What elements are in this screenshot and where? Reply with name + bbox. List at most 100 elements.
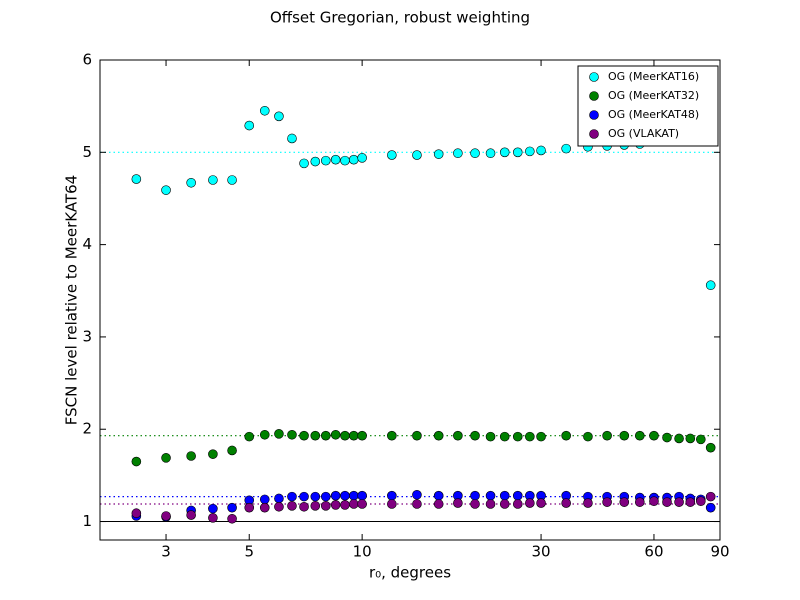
point [259, 429, 270, 440]
point [244, 431, 255, 442]
point [387, 150, 397, 160]
point [705, 442, 716, 453]
y-tick-label: 3 [82, 327, 92, 345]
point [320, 155, 331, 166]
point [649, 430, 659, 441]
point [227, 445, 237, 456]
point [161, 511, 171, 521]
point [287, 429, 297, 440]
point [259, 502, 270, 513]
point [583, 431, 593, 442]
point [330, 500, 341, 510]
point [348, 499, 359, 509]
point [348, 490, 359, 501]
point [259, 494, 270, 505]
point [412, 430, 422, 441]
point [412, 489, 422, 500]
point [310, 501, 321, 511]
y-tick-label: 1 [82, 512, 92, 530]
point [287, 491, 297, 502]
point [433, 149, 444, 159]
point [685, 433, 696, 444]
point [131, 456, 142, 467]
point [244, 502, 255, 513]
point [412, 150, 422, 160]
point [561, 430, 571, 441]
point [453, 148, 463, 159]
point [208, 513, 218, 523]
point [512, 490, 523, 501]
point [499, 499, 510, 509]
y-axis-label: FSCN level relative to MeerKAT64 [63, 175, 81, 425]
point [387, 499, 397, 509]
point [470, 490, 480, 501]
point [320, 430, 331, 441]
point [674, 433, 684, 444]
point [320, 491, 331, 502]
point [227, 513, 237, 524]
point [340, 430, 350, 441]
point [186, 451, 196, 461]
point [433, 430, 444, 441]
legend-marker [589, 72, 599, 82]
point [412, 499, 422, 509]
point [244, 120, 255, 131]
point [131, 508, 142, 519]
point [387, 490, 397, 501]
point [499, 490, 510, 501]
legend-label: OG (MeerKAT32) [608, 89, 699, 102]
point [387, 430, 397, 441]
x-tick-label: 90 [710, 543, 729, 561]
point [696, 496, 706, 507]
point [227, 502, 237, 513]
point [696, 434, 706, 445]
point [512, 499, 523, 509]
chart-title: Offset Gregorian, robust weighting [270, 9, 530, 27]
point [433, 499, 444, 509]
point [685, 497, 696, 507]
point [525, 431, 535, 442]
point [227, 175, 237, 185]
x-tick-label: 5 [244, 543, 254, 561]
point [453, 498, 463, 508]
point [525, 146, 535, 157]
legend-box [577, 65, 719, 147]
point [330, 429, 341, 440]
point [274, 111, 284, 122]
point [619, 497, 630, 507]
point [287, 133, 297, 144]
point [433, 490, 444, 501]
point [561, 498, 571, 508]
point [208, 503, 218, 514]
point [340, 155, 350, 166]
point [274, 501, 284, 512]
point [674, 497, 684, 507]
legend-marker [589, 91, 599, 101]
point [583, 498, 593, 508]
y-tick-label: 4 [82, 235, 92, 253]
point [287, 501, 297, 511]
x-tick-label: 30 [532, 543, 551, 561]
point [186, 177, 196, 188]
point [619, 430, 630, 441]
point [536, 431, 546, 442]
point [274, 429, 284, 439]
point [299, 430, 309, 441]
y-tick-label: 6 [82, 51, 92, 69]
point [602, 430, 612, 441]
point [340, 500, 350, 510]
point [330, 154, 341, 165]
point [602, 497, 612, 507]
x-tick-label: 10 [353, 543, 372, 561]
point [536, 145, 546, 156]
point [512, 147, 523, 158]
point [357, 499, 367, 509]
legend-marker [589, 129, 599, 139]
point [662, 432, 672, 443]
point [705, 491, 716, 502]
point [259, 105, 270, 116]
point [310, 430, 321, 441]
plot-frame [99, 59, 721, 541]
point [634, 497, 645, 507]
